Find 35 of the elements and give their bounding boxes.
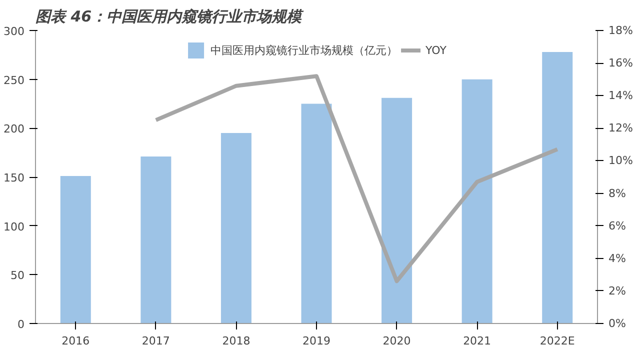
line-series xyxy=(154,74,560,284)
y2-tick-label: 14% xyxy=(608,89,633,102)
bar xyxy=(462,79,492,324)
bar xyxy=(140,156,172,324)
y2-tick-label: 12% xyxy=(608,122,633,135)
y-tick-label: 50 xyxy=(10,269,25,282)
legend-label: YOY xyxy=(426,44,446,56)
x-tick-label: 2020 xyxy=(382,334,411,348)
y2-tick-label: 2% xyxy=(608,284,626,298)
y2-tick-label: 16% xyxy=(608,56,633,70)
bar xyxy=(542,52,573,324)
y-tick-label: 200 xyxy=(4,122,25,136)
y2-tick-label: 4% xyxy=(608,252,626,265)
y2-tick-label: 10% xyxy=(608,154,633,168)
y2-tick-label: 6% xyxy=(608,219,626,232)
y2-tick-label: 8% xyxy=(608,186,626,200)
x-tick-label: 2016 xyxy=(62,334,90,348)
x-tick-label: 2017 xyxy=(142,334,170,348)
y-tick-label: 300 xyxy=(4,25,25,38)
x-tick-label: 2021 xyxy=(463,334,492,348)
y2-tick-label: 0% xyxy=(608,317,626,330)
y-tick-label: 100 xyxy=(4,220,25,234)
legend-label: 中国医用内窥镜行业市场规模（亿元） xyxy=(210,42,398,58)
x-tick-label: 2019 xyxy=(302,334,331,348)
y-tick-label: 0 xyxy=(18,318,24,331)
y-tick-label: 250 xyxy=(4,74,25,87)
bar xyxy=(301,104,332,324)
bar xyxy=(382,98,412,324)
bar xyxy=(220,133,252,324)
y2-tick-label: 18% xyxy=(608,24,633,37)
bar xyxy=(60,176,91,324)
chart-title: 图表 46：中国医用内窥镜行业市场规模 xyxy=(36,8,305,26)
y-tick-label: 150 xyxy=(4,172,25,184)
x-tick-label: 2018 xyxy=(222,334,250,348)
x-tick-label: 2022E xyxy=(540,334,575,348)
